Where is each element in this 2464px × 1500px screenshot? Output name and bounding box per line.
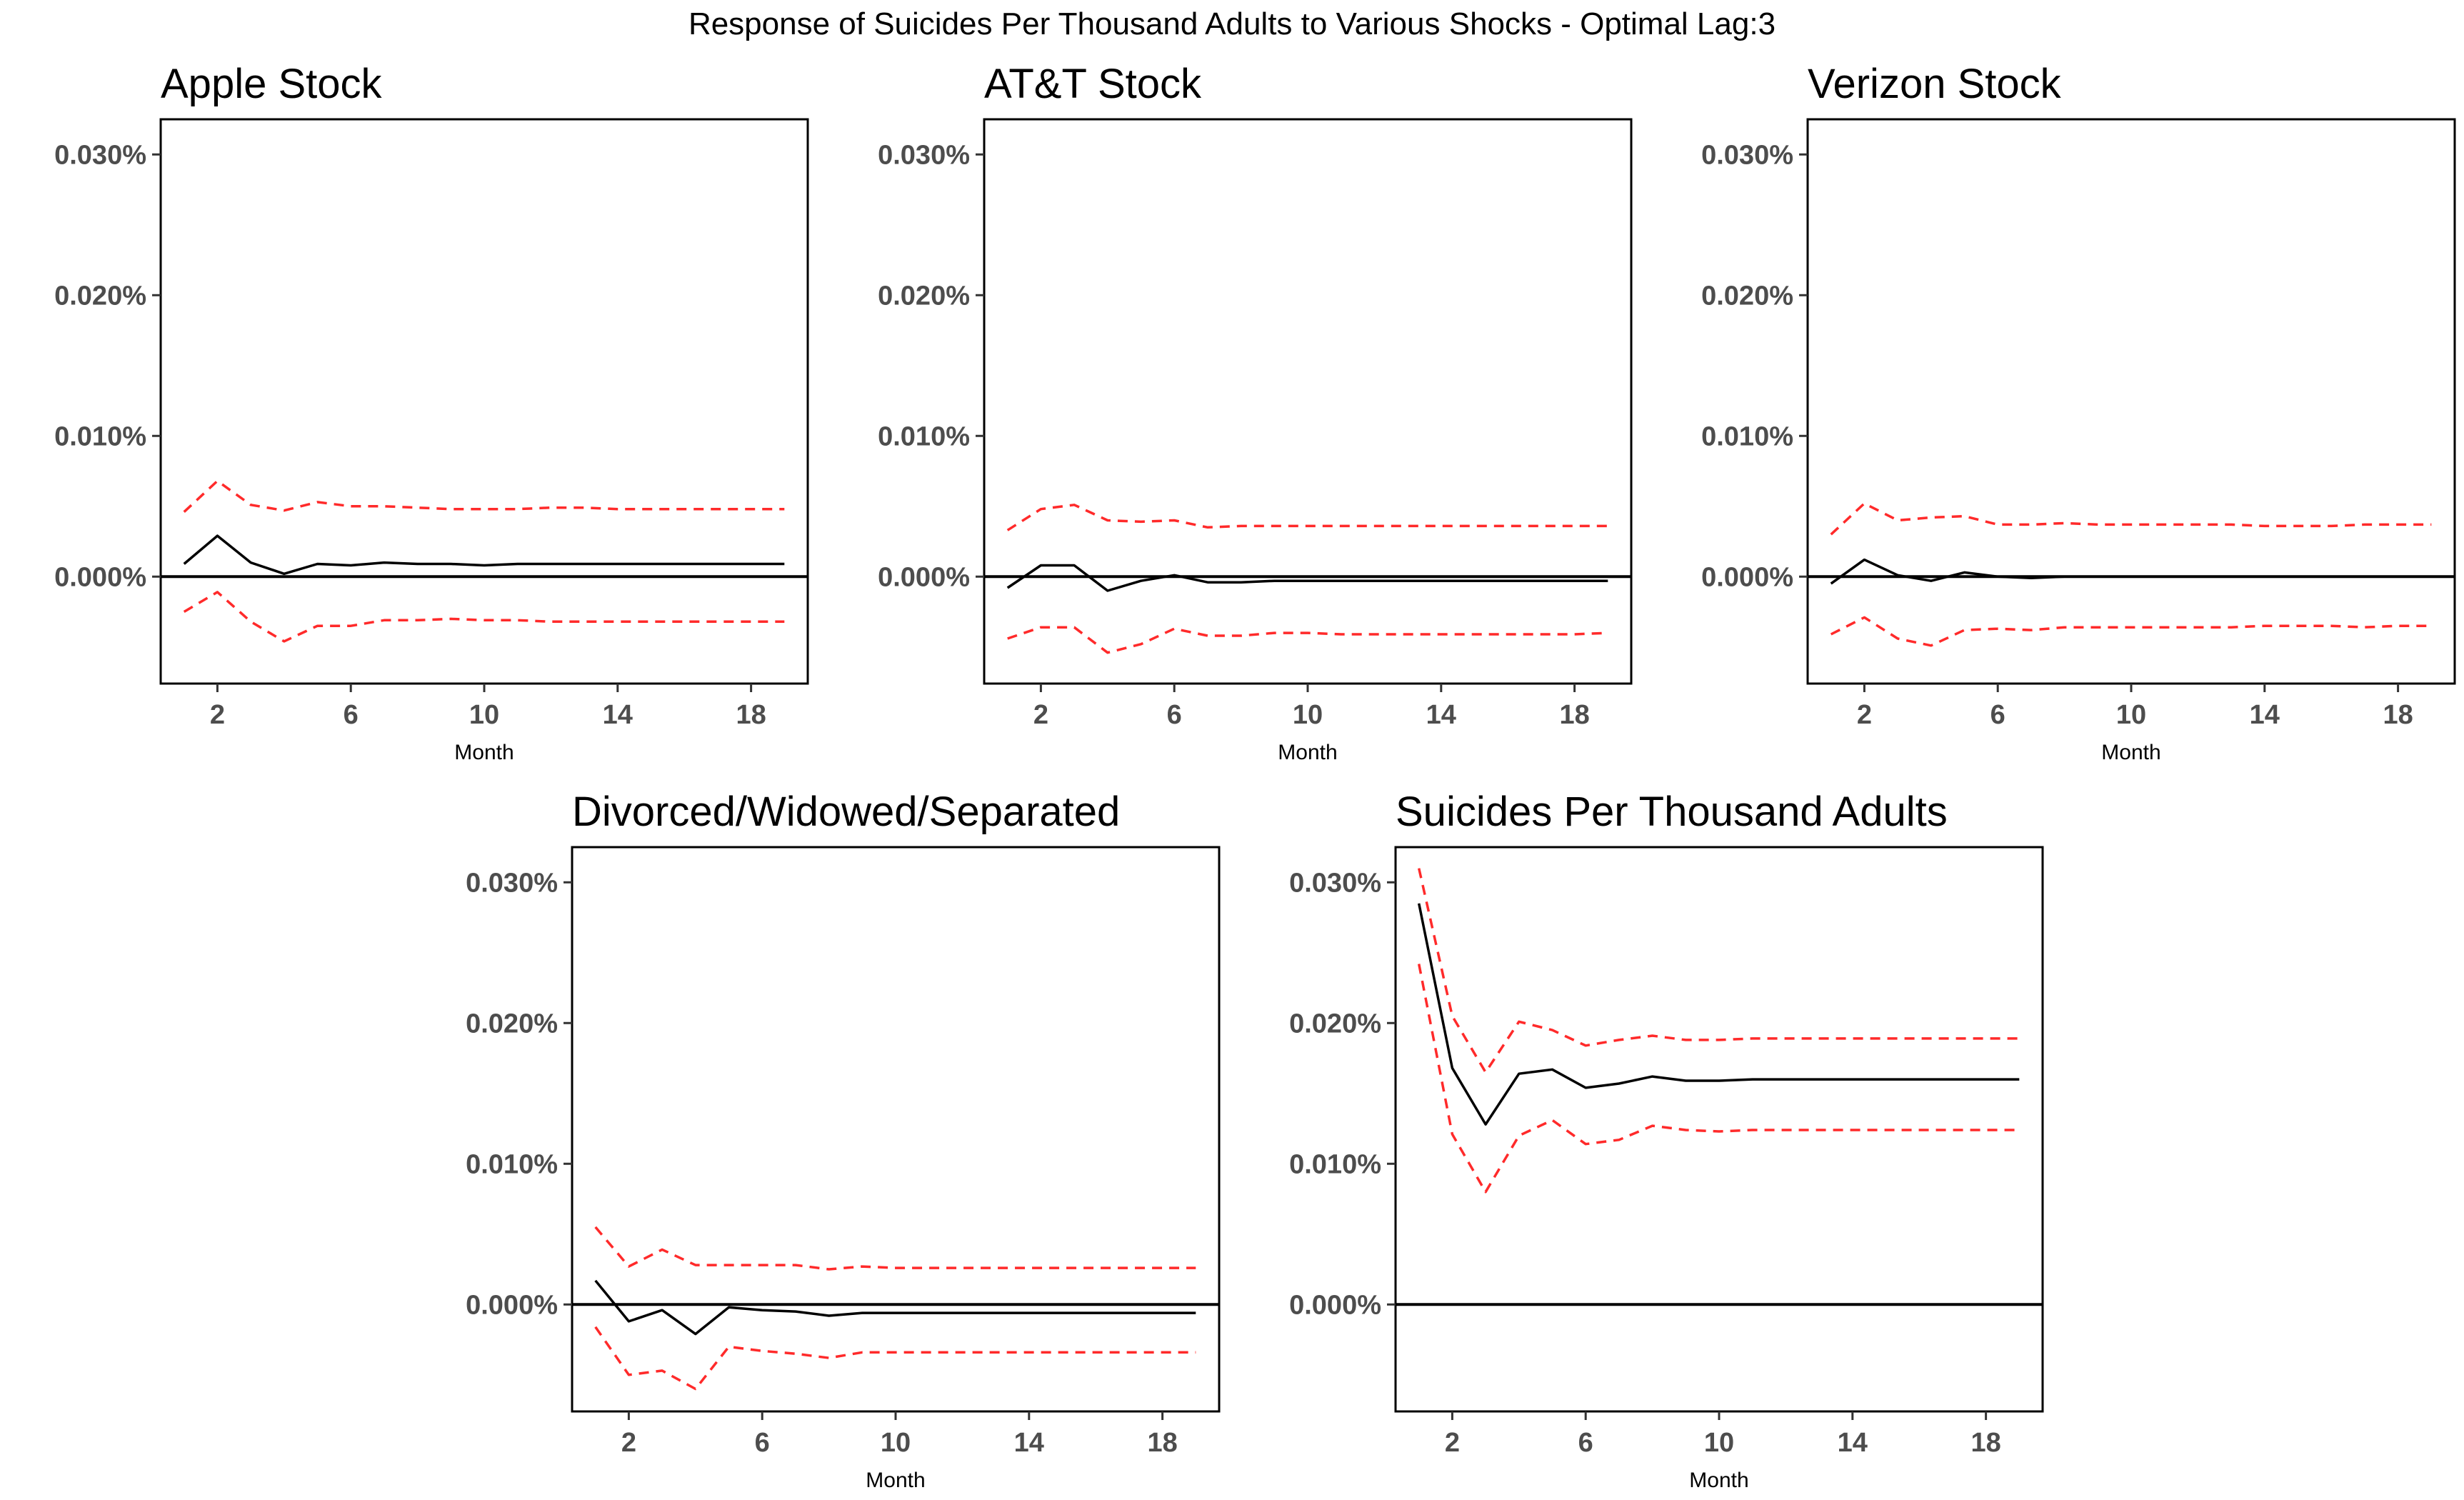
y-tick-label: 0.020%	[1701, 281, 1793, 311]
y-tick-label: 0.030%	[878, 140, 970, 170]
panel-title: AT&T Stock	[984, 61, 1202, 107]
x-axis-label: Month	[1689, 1469, 1748, 1492]
response-line	[1830, 558, 2432, 585]
panel-1: Apple Stock 0.000% 0.010% 0.020% 0.030% 2 6 10 1…	[54, 61, 809, 764]
x-tick-label: 10	[881, 1428, 911, 1458]
y-tick-label: 0.000%	[54, 562, 146, 592]
panel-3: Verizon Stock 0.000% 0.010% 0.020% 0.030% 2 6 1…	[1701, 61, 2456, 764]
x-tick-label: 2	[621, 1428, 636, 1458]
y-tick-label: 0.000%	[878, 562, 970, 592]
y-tick-label: 0.000%	[466, 1290, 558, 1320]
x-axis-label: Month	[1278, 741, 1337, 764]
y-tick-label: 0.020%	[54, 281, 146, 311]
x-tick-label: 10	[1704, 1428, 1734, 1458]
x-tick-label: 14	[1014, 1428, 1044, 1458]
y-tick-label: 0.000%	[1289, 1290, 1381, 1320]
y-tick-label: 0.030%	[54, 140, 146, 170]
panel-title: Verizon Stock	[1808, 61, 2062, 107]
x-tick-label: 14	[1426, 700, 1456, 730]
y-tick-label: 0.010%	[1701, 421, 1793, 451]
x-tick-label: 14	[1838, 1428, 1868, 1458]
panel-2: AT&T Stock 0.000% 0.010% 0.020% 0.030% 2 6 10 14…	[878, 61, 1633, 764]
x-tick-label: 6	[1167, 700, 1182, 730]
x-tick-label: 14	[2250, 700, 2280, 730]
x-tick-label: 18	[736, 700, 766, 730]
panel-title: Apple Stock	[161, 61, 383, 107]
response-line	[594, 1279, 1196, 1336]
x-tick-label: 2	[210, 700, 225, 730]
upper-ci-line	[1006, 504, 1608, 531]
x-axis-label: Month	[866, 1469, 925, 1492]
x-axis-label: Month	[454, 741, 514, 764]
y-tick-label: 0.030%	[1701, 140, 1793, 170]
x-tick-label: 14	[603, 700, 633, 730]
y-tick-label: 0.010%	[54, 421, 146, 451]
y-tick-label: 0.030%	[1289, 868, 1381, 898]
y-tick-label: 0.020%	[878, 281, 970, 311]
panel-5: Suicides Per Thousand Adults 0.000% 0.010%…	[1289, 789, 2044, 1492]
response-line	[1006, 564, 1608, 592]
upper-ci-line	[1417, 868, 2020, 1074]
lower-ci-line	[1417, 964, 2020, 1194]
y-tick-label: 0.020%	[1289, 1009, 1381, 1039]
upper-ci-line	[1830, 502, 2432, 536]
x-tick-label: 18	[2383, 700, 2413, 730]
panel-title: Divorced/Widowed/Separated	[572, 789, 1120, 835]
response-line	[1417, 903, 2020, 1126]
x-tick-label: 6	[755, 1428, 770, 1458]
x-tick-label: 18	[1559, 700, 1589, 730]
panel-4: Divorced/Widowed/Separated 0.000% 0.010% 0.…	[466, 789, 1221, 1492]
x-tick-label: 6	[1990, 700, 2005, 730]
x-tick-label: 18	[1970, 1428, 2000, 1458]
x-tick-label: 10	[2116, 700, 2146, 730]
upper-ci-line	[183, 479, 785, 513]
figure-title: Response of Suicides Per Thousand Adults…	[688, 6, 1776, 41]
lower-ci-line	[594, 1326, 1196, 1391]
response-line	[183, 534, 785, 576]
x-tick-label: 18	[1147, 1428, 1177, 1458]
x-tick-label: 10	[1293, 700, 1323, 730]
y-tick-label: 0.010%	[1289, 1149, 1381, 1179]
x-tick-label: 10	[469, 700, 499, 730]
upper-ci-line	[594, 1226, 1196, 1271]
x-axis-label: Month	[2101, 741, 2160, 764]
lower-ci-line	[1830, 616, 2432, 647]
y-tick-label: 0.000%	[1701, 562, 1793, 592]
panel-title: Suicides Per Thousand Adults	[1396, 789, 1948, 835]
y-tick-label: 0.010%	[878, 421, 970, 451]
y-tick-label: 0.020%	[466, 1009, 558, 1039]
lower-ci-line	[1007, 626, 1608, 654]
y-tick-label: 0.010%	[466, 1149, 558, 1179]
x-tick-label: 2	[1857, 700, 1872, 730]
x-tick-label: 6	[344, 700, 359, 730]
lower-ci-line	[183, 591, 785, 643]
x-tick-label: 2	[1445, 1428, 1460, 1458]
y-tick-label: 0.030%	[466, 868, 558, 898]
panels: Apple Stock 0.000% 0.010% 0.020% 0.030% 2 6 10 1…	[54, 61, 2456, 1492]
x-tick-label: 2	[1033, 700, 1048, 730]
x-tick-label: 6	[1578, 1428, 1593, 1458]
